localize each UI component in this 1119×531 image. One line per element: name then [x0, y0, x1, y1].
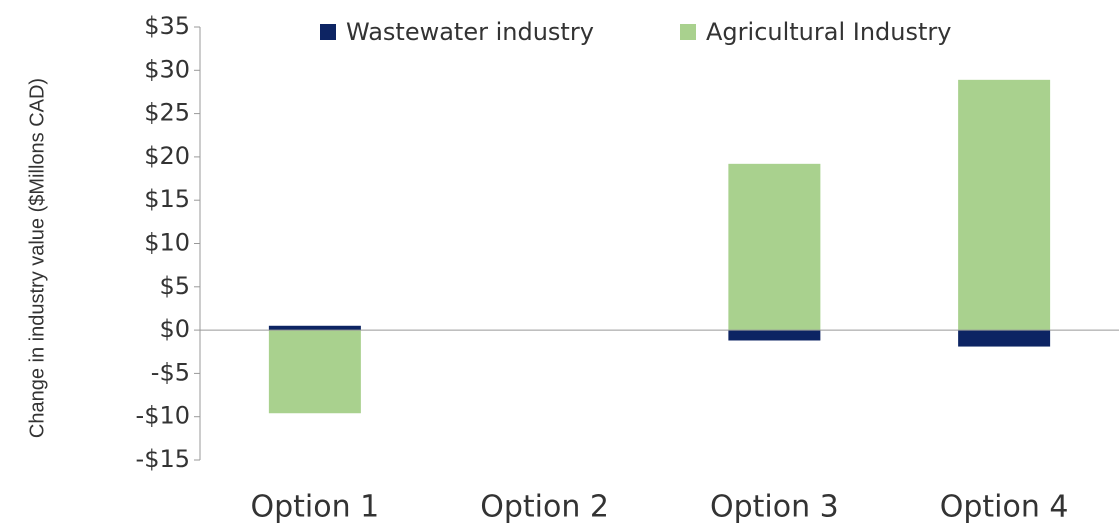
bar — [958, 79, 1051, 331]
x-tick-label: Option 3 — [710, 490, 839, 525]
y-tick-label: $0 — [159, 315, 190, 343]
legend-swatch — [320, 24, 336, 40]
x-tick-label: Option 1 — [251, 490, 380, 525]
y-tick-label: $30 — [144, 55, 190, 83]
y-tick-label: $35 — [144, 12, 190, 40]
y-tick-label: $5 — [159, 272, 190, 300]
legend-label: Agricultural Industry — [706, 18, 951, 46]
bar — [728, 163, 821, 331]
y-tick-label: $10 — [144, 229, 190, 257]
bar — [268, 330, 361, 414]
y-tick-label: -$10 — [136, 402, 190, 430]
y-tick-label: $25 — [144, 99, 190, 127]
y-tick-label: -$5 — [151, 358, 190, 386]
bar — [268, 325, 361, 331]
legend-label: Wastewater industry — [346, 18, 594, 46]
y-tick-label: -$15 — [136, 445, 190, 473]
x-tick-label: Option 2 — [480, 490, 609, 525]
y-tick-label: $20 — [144, 142, 190, 170]
x-tick-label: Option 4 — [940, 490, 1069, 525]
bar — [958, 330, 1051, 347]
y-axis-label: Change in industry value ($Millons CAD) — [26, 78, 48, 438]
legend-swatch — [680, 24, 696, 40]
y-tick-label: $15 — [144, 185, 190, 213]
bar — [728, 330, 821, 341]
